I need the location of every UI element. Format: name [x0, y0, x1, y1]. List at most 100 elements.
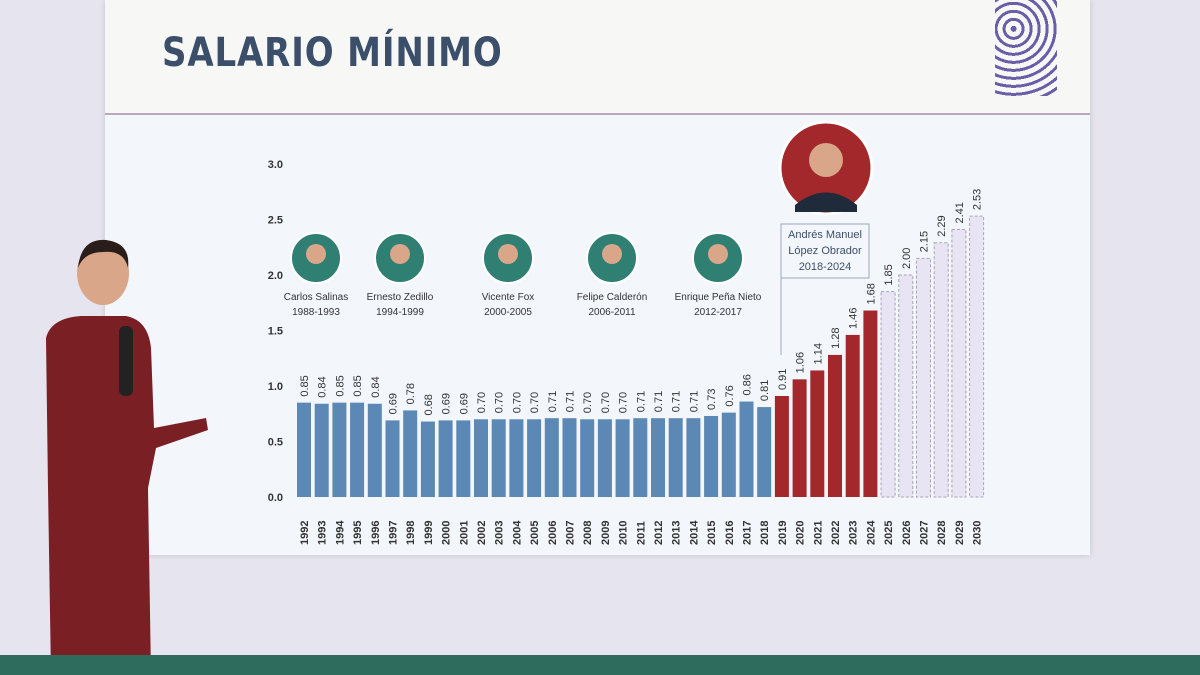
x-tick-label: 2030 [972, 521, 984, 545]
bar-2018 [757, 407, 772, 497]
y-tick-label: 3.0 [268, 159, 283, 171]
data-label: 0.70 [600, 392, 612, 413]
president-name: Andrés Manuel [788, 229, 862, 241]
x-tick-label: 1995 [352, 521, 364, 545]
data-label: 0.71 [565, 391, 577, 412]
bar-1995 [350, 402, 365, 497]
x-tick-label: 2002 [476, 521, 488, 545]
data-label: 2.53 [972, 189, 984, 210]
data-label: 0.69 [458, 393, 470, 414]
bar-2004 [509, 419, 524, 497]
y-tick-label: 2.0 [268, 270, 283, 282]
data-label: 0.68 [423, 394, 435, 415]
x-tick-label: 2024 [865, 520, 877, 545]
projected-bar-2027 [916, 257, 931, 498]
bar-2007 [562, 418, 577, 497]
bar-2003 [491, 419, 506, 497]
president-term: 1988-1993 [292, 307, 340, 318]
face-icon [809, 143, 843, 177]
x-tick-label: 2026 [901, 521, 913, 545]
bar-2005 [527, 419, 542, 497]
bar-1998 [403, 410, 418, 497]
x-tick-label: 2019 [777, 521, 789, 545]
data-label: 0.69 [441, 393, 453, 414]
x-tick-label: 2014 [688, 520, 700, 545]
x-tick-label: 2003 [494, 521, 506, 545]
y-tick-label: 0.5 [268, 437, 283, 449]
president-name: Felipe Calderón [577, 292, 648, 303]
suit-icon [795, 192, 857, 212]
x-tick-label: 2000 [441, 521, 453, 545]
bar-2016 [721, 412, 736, 497]
data-label: 0.71 [653, 391, 665, 412]
x-tick-label: 1999 [423, 521, 435, 545]
president-name: López Obrador [788, 245, 862, 257]
x-tick-label: 2018 [759, 521, 771, 545]
data-label: 0.84 [370, 376, 382, 397]
data-label: 0.71 [635, 391, 647, 412]
stage-floor [0, 655, 1200, 675]
bar-1992 [297, 402, 311, 497]
bar-1997 [385, 420, 400, 497]
y-tick-label: 1.0 [268, 381, 283, 393]
x-tick-label: 2007 [565, 521, 577, 545]
projected-bar-2028 [933, 242, 949, 498]
face-icon [602, 244, 622, 264]
x-tick-label: 2017 [742, 521, 754, 545]
face-icon [306, 244, 326, 264]
x-tick-label: 1993 [317, 521, 329, 545]
data-label: 0.86 [742, 374, 754, 395]
data-label: 1.28 [830, 327, 842, 348]
data-label: 2.15 [919, 231, 931, 252]
presenter [36, 238, 216, 675]
x-tick-label: 2013 [671, 521, 683, 545]
projected-bar-2026 [898, 274, 914, 498]
amlo-label-box [780, 223, 870, 279]
president-name: Vicente Fox [482, 292, 535, 303]
bar-2017 [739, 401, 754, 497]
x-tick-label: 1994 [334, 520, 346, 545]
data-label: 0.70 [511, 392, 523, 413]
bar-2019 [774, 395, 789, 497]
bar-1994 [332, 402, 347, 497]
data-label: 0.85 [299, 375, 311, 396]
bar-2012 [651, 418, 665, 497]
x-tick-label: 1992 [299, 521, 311, 545]
x-tick-label: 2004 [511, 520, 523, 545]
bar-2000 [438, 420, 453, 497]
data-label: 2.29 [936, 215, 948, 236]
data-label: 1.68 [865, 283, 877, 304]
data-label: 0.85 [334, 375, 346, 396]
data-label: 2.00 [901, 248, 913, 269]
projected-bar-2029 [951, 228, 967, 498]
y-tick-label: 1.5 [268, 326, 283, 338]
data-label: 0.70 [582, 392, 594, 413]
x-tick-label: 2009 [600, 521, 612, 545]
x-tick-label: 2001 [458, 521, 470, 545]
president-name: Enrique Peña Nieto [675, 292, 762, 303]
data-label: 1.46 [848, 308, 860, 329]
data-label: 0.69 [388, 393, 400, 414]
bar-2023 [845, 334, 860, 497]
projected-bar-2030 [969, 215, 985, 498]
x-tick-label: 1998 [405, 521, 417, 545]
data-label: 0.85 [352, 375, 364, 396]
face-icon [390, 244, 410, 264]
x-tick-label: 1996 [370, 521, 382, 545]
data-label: 0.70 [618, 392, 630, 413]
x-tick-label: 2008 [582, 521, 594, 545]
data-label: 0.70 [494, 392, 506, 413]
x-tick-label: 1997 [388, 521, 400, 545]
data-label: 1.14 [812, 343, 824, 364]
president-term: 2006-2011 [588, 307, 636, 318]
x-tick-label: 2025 [883, 521, 895, 545]
bar-2015 [704, 415, 719, 497]
bar-2014 [686, 418, 701, 497]
data-label: 0.81 [759, 380, 771, 401]
data-label: 1.85 [883, 264, 895, 285]
bar-1993 [314, 403, 329, 497]
slide-header: SALARIO MÍNIMO [105, 0, 1090, 115]
data-label: 0.76 [724, 385, 736, 406]
x-tick-label: 2012 [653, 521, 665, 545]
